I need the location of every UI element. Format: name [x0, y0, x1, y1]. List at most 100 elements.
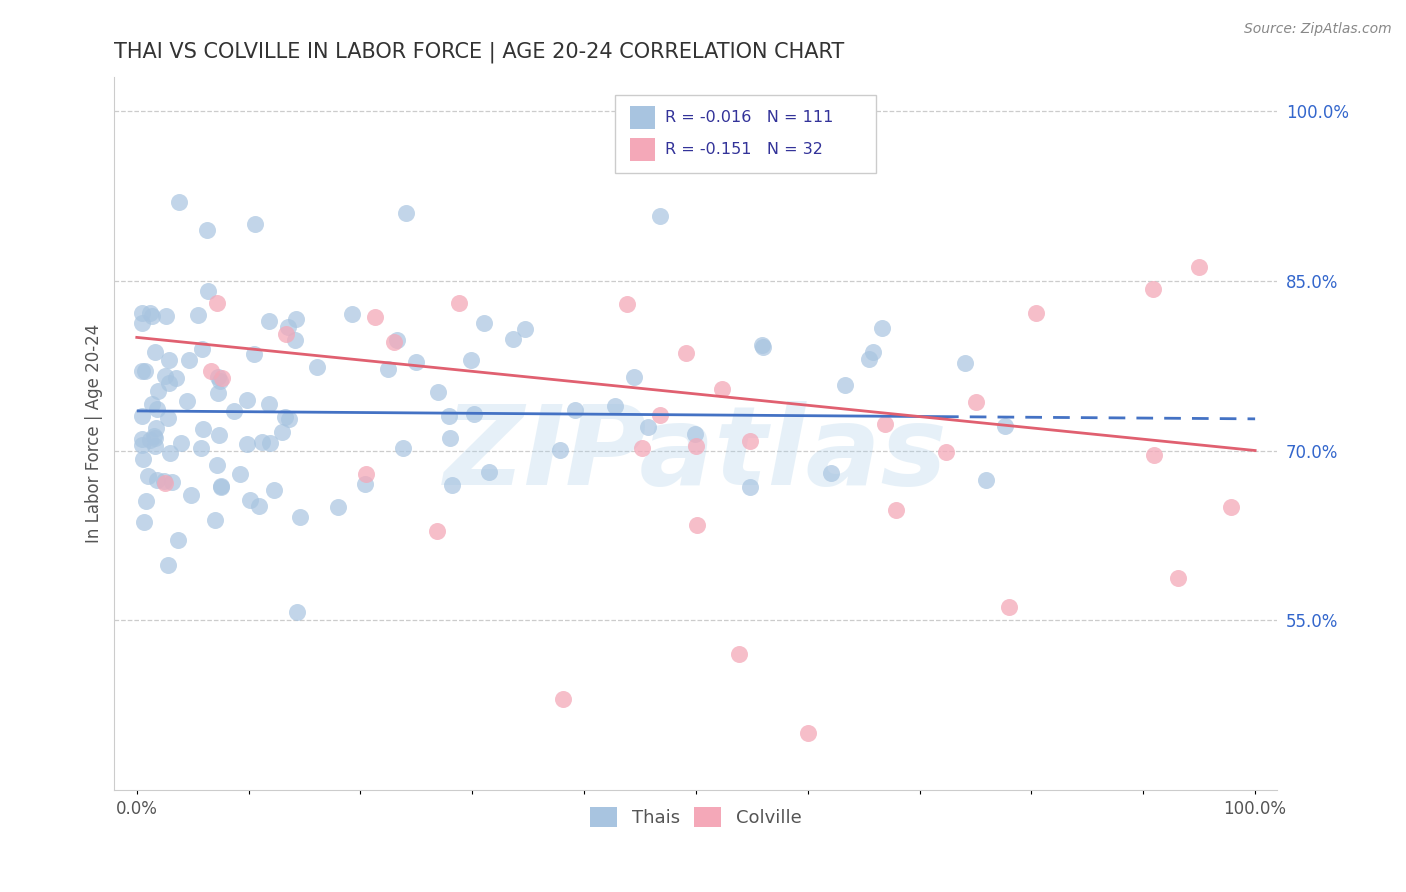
Point [132, 451, 155, 466]
Point [440, 477, 463, 491]
Point [145, 421, 167, 435]
Text: Source: ZipAtlas.com: Source: ZipAtlas.com [1244, 22, 1392, 37]
Point [145, 402, 167, 417]
Point [605, 399, 627, 413]
Point [209, 375, 232, 389]
Point [711, 382, 734, 396]
Point [139, 306, 162, 320]
Point [426, 524, 449, 539]
Point [153, 368, 176, 383]
Point [131, 306, 153, 320]
Point [285, 605, 308, 619]
Point [273, 410, 295, 425]
Point [211, 371, 233, 385]
Point [263, 483, 285, 497]
Point [886, 502, 908, 516]
Point [728, 647, 751, 661]
Point [751, 337, 773, 351]
Point [207, 386, 229, 401]
FancyBboxPatch shape [614, 95, 876, 173]
Point [145, 474, 167, 488]
Point [157, 376, 180, 391]
Point [134, 364, 156, 378]
Point [205, 458, 228, 472]
Point [1219, 500, 1241, 514]
Point [250, 434, 273, 449]
Point [1142, 282, 1164, 296]
Point [965, 395, 987, 409]
Point [752, 340, 775, 354]
Point [284, 333, 307, 347]
Point [935, 445, 957, 459]
Point [167, 194, 190, 209]
Point [207, 296, 229, 310]
Point [143, 431, 166, 445]
Point [685, 439, 707, 453]
Point [131, 316, 153, 330]
Point [156, 411, 179, 425]
Point [211, 479, 233, 493]
Point [193, 422, 215, 436]
Point [190, 442, 212, 456]
Text: ZIPatlas: ZIPatlas [444, 401, 948, 508]
Point [259, 436, 281, 450]
Point [392, 441, 415, 455]
Point [131, 433, 153, 447]
Point [242, 347, 264, 361]
Point [631, 441, 654, 455]
Point [146, 384, 169, 399]
Point [170, 435, 193, 450]
Point [208, 428, 231, 442]
Point [551, 692, 574, 706]
Point [872, 320, 894, 334]
Point [405, 355, 427, 369]
Point [953, 355, 976, 369]
Point [439, 431, 461, 445]
Point [1143, 448, 1166, 462]
Point [209, 480, 232, 494]
Point [427, 384, 450, 399]
Point [675, 346, 697, 360]
Point [143, 439, 166, 453]
Point [502, 333, 524, 347]
Point [1167, 571, 1189, 585]
Point [686, 517, 709, 532]
Point [141, 309, 163, 323]
Point [160, 475, 183, 489]
Point [1188, 260, 1211, 274]
Point [395, 206, 418, 220]
Text: R = -0.016   N = 111: R = -0.016 N = 111 [665, 110, 832, 125]
Point [157, 353, 180, 368]
Point [513, 322, 536, 336]
Point [143, 345, 166, 359]
Point [463, 407, 485, 421]
Point [131, 409, 153, 424]
Point [354, 476, 377, 491]
Point [340, 307, 363, 321]
Point [257, 314, 280, 328]
Point [165, 371, 187, 385]
Point [976, 474, 998, 488]
Point [131, 364, 153, 378]
Point [740, 480, 762, 494]
Point [238, 492, 260, 507]
Point [229, 467, 252, 481]
Point [740, 434, 762, 448]
Point [191, 342, 214, 356]
Point [141, 397, 163, 411]
Point [197, 284, 219, 298]
Point [153, 475, 176, 490]
Point [177, 352, 200, 367]
Point [288, 510, 311, 524]
Point [478, 465, 501, 479]
Point [439, 409, 461, 423]
Point [564, 402, 586, 417]
Text: R = -0.151   N = 32: R = -0.151 N = 32 [665, 143, 823, 157]
Point [994, 418, 1017, 433]
Bar [630, 106, 655, 128]
Bar [630, 138, 655, 161]
Point [650, 209, 672, 223]
Point [180, 488, 202, 502]
Point [277, 320, 299, 334]
Point [998, 599, 1021, 614]
